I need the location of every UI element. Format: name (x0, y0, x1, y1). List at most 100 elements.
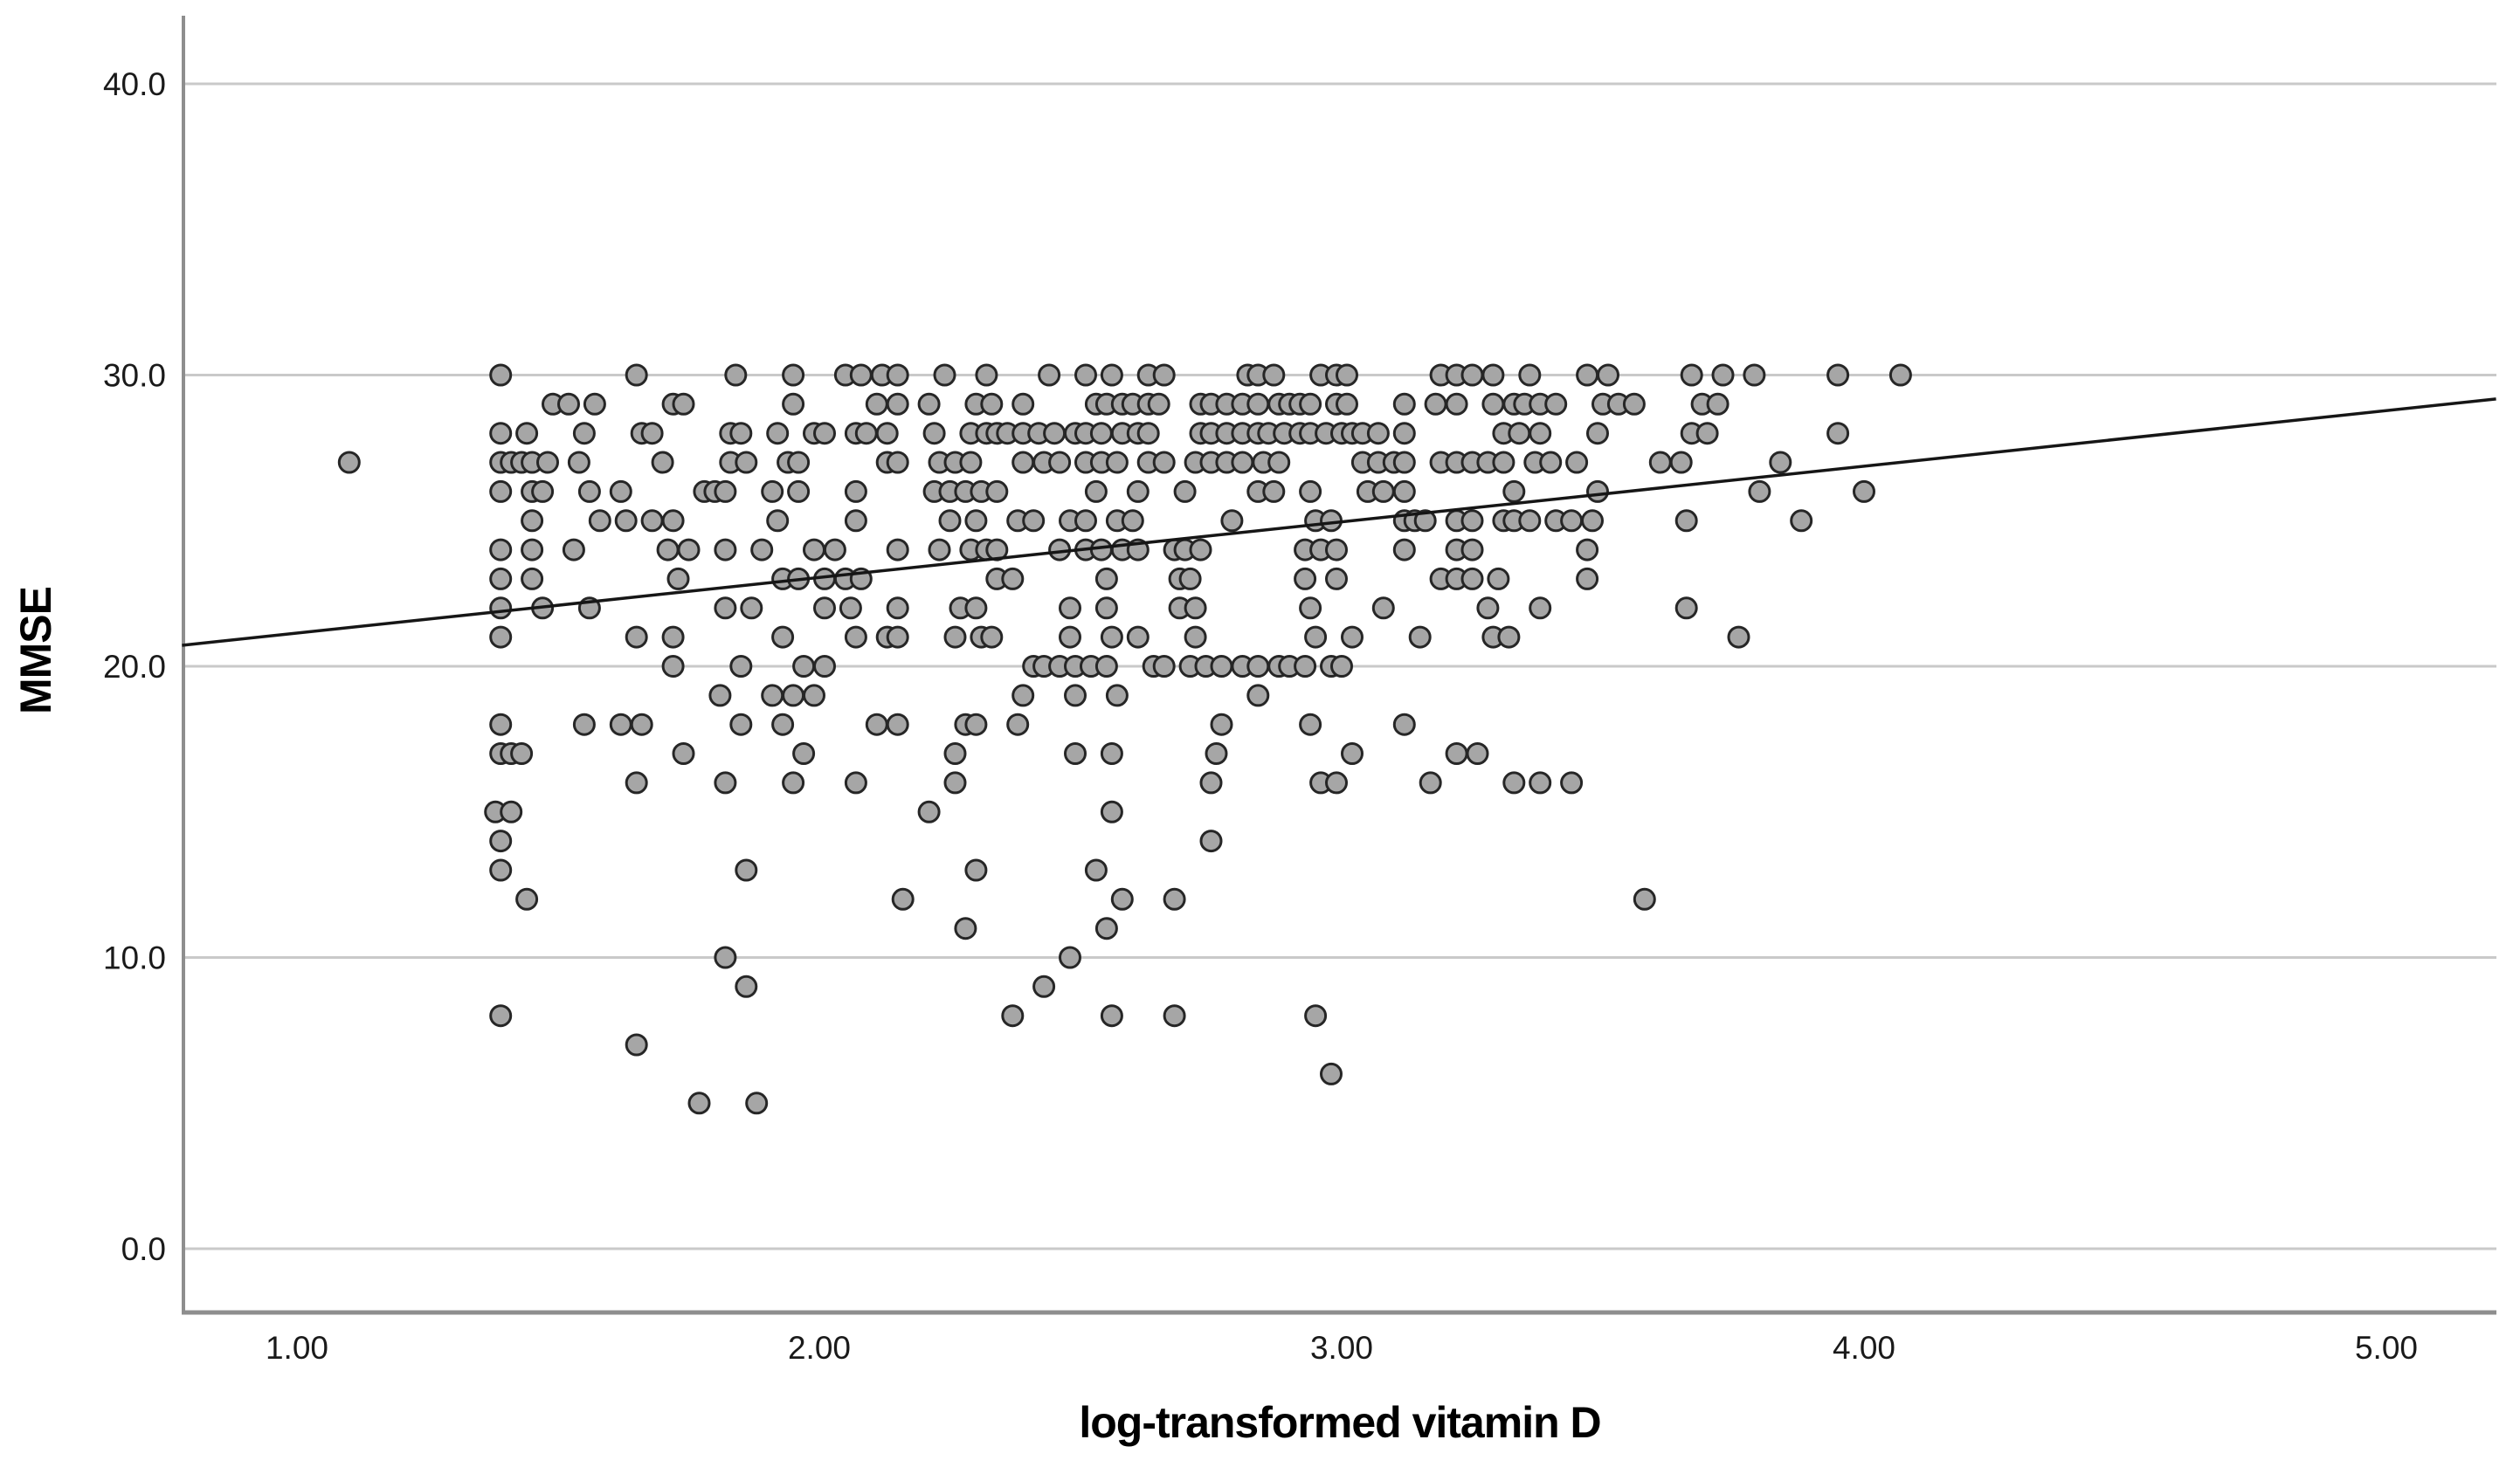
data-point (510, 742, 534, 765)
data-point (1408, 625, 1432, 649)
data-point (666, 567, 690, 590)
data-point (964, 596, 988, 620)
data-point (1304, 1004, 1328, 1028)
data-point (1294, 567, 1317, 590)
data-point (933, 363, 956, 387)
data-point (489, 858, 513, 882)
x-tick-label: 4.00 (1833, 1330, 1895, 1366)
data-point (1888, 363, 1912, 387)
data-point (557, 392, 580, 416)
data-point (1011, 684, 1035, 707)
data-point (1299, 596, 1322, 620)
data-point (577, 479, 601, 503)
data-point (1460, 567, 1484, 590)
data-point (943, 742, 967, 765)
data-point (661, 509, 685, 533)
data-point (1094, 567, 1118, 590)
data-point (1481, 392, 1505, 416)
data-point (735, 451, 758, 474)
data-point (1460, 509, 1484, 533)
y-tick-label: 20.0 (103, 649, 166, 685)
data-point (489, 713, 513, 736)
data-point (985, 479, 1009, 503)
data-point (1544, 392, 1568, 416)
data-point (766, 422, 790, 445)
data-point (1560, 771, 1584, 795)
data-point (1011, 392, 1035, 416)
x-tick-label: 2.00 (788, 1330, 851, 1366)
x-tick-labels: 1.00 2.00 3.00 4.00 5.00 (266, 1330, 2418, 1366)
data-point (1529, 596, 1552, 620)
data-point (1392, 538, 1416, 561)
data-point (572, 422, 596, 445)
data-point (661, 625, 685, 649)
data-point (849, 363, 873, 387)
data-point (562, 538, 585, 561)
data-point (1341, 742, 1364, 765)
data-point (964, 858, 988, 882)
data-point (1560, 509, 1584, 533)
regression-line (182, 397, 2496, 647)
data-point (803, 684, 825, 707)
data-point (766, 509, 790, 533)
data-point (886, 363, 909, 387)
data-point (1074, 363, 1097, 387)
data-point (531, 479, 555, 503)
data-point (1100, 742, 1123, 765)
data-point (1089, 422, 1113, 445)
data-point (1586, 479, 1609, 503)
data-point (1178, 567, 1202, 590)
data-point (839, 596, 862, 620)
data-point (844, 771, 867, 795)
data-point (536, 451, 559, 474)
data-point (625, 363, 648, 387)
data-point (1371, 596, 1395, 620)
data-point (567, 451, 590, 474)
data-point (1392, 479, 1416, 503)
data-point (886, 625, 909, 649)
data-point (1648, 451, 1672, 474)
data-point (656, 538, 680, 561)
data-point (729, 655, 753, 678)
data-point (1597, 363, 1619, 387)
data-point (1341, 625, 1364, 649)
data-point (1748, 479, 1771, 503)
data-point (1059, 625, 1081, 649)
data-point (1392, 392, 1416, 416)
data-point (1502, 479, 1526, 503)
data-point (729, 422, 753, 445)
data-point (572, 713, 596, 736)
data-point (975, 363, 998, 387)
data-point (1299, 713, 1322, 736)
data-point (1680, 363, 1703, 387)
data-point (1220, 509, 1244, 533)
data-point (886, 392, 909, 416)
data-point (886, 538, 909, 561)
data-point (1366, 422, 1390, 445)
data-point (1064, 684, 1087, 707)
data-point (813, 655, 836, 678)
data-point (1565, 451, 1589, 474)
data-point (1695, 422, 1719, 445)
data-point (1460, 538, 1484, 561)
data-point (823, 538, 846, 561)
data-point (1001, 1004, 1025, 1028)
data-point (761, 479, 784, 503)
data-point (886, 451, 909, 474)
data-point (1006, 713, 1030, 736)
data-point (1022, 509, 1046, 533)
data-point (625, 1033, 648, 1057)
data-point (761, 684, 784, 707)
data-point (1152, 655, 1176, 678)
data-point (1199, 771, 1223, 795)
y-tick-labels: 0.0 10.0 20.0 30.0 40.0 (103, 66, 166, 1267)
data-point (1210, 655, 1233, 678)
data-point (1299, 479, 1322, 503)
data-point (1706, 392, 1729, 416)
data-point (640, 509, 664, 533)
data-point (771, 625, 795, 649)
data-point (714, 771, 737, 795)
data-point (1769, 451, 1792, 474)
data-point (1529, 422, 1552, 445)
